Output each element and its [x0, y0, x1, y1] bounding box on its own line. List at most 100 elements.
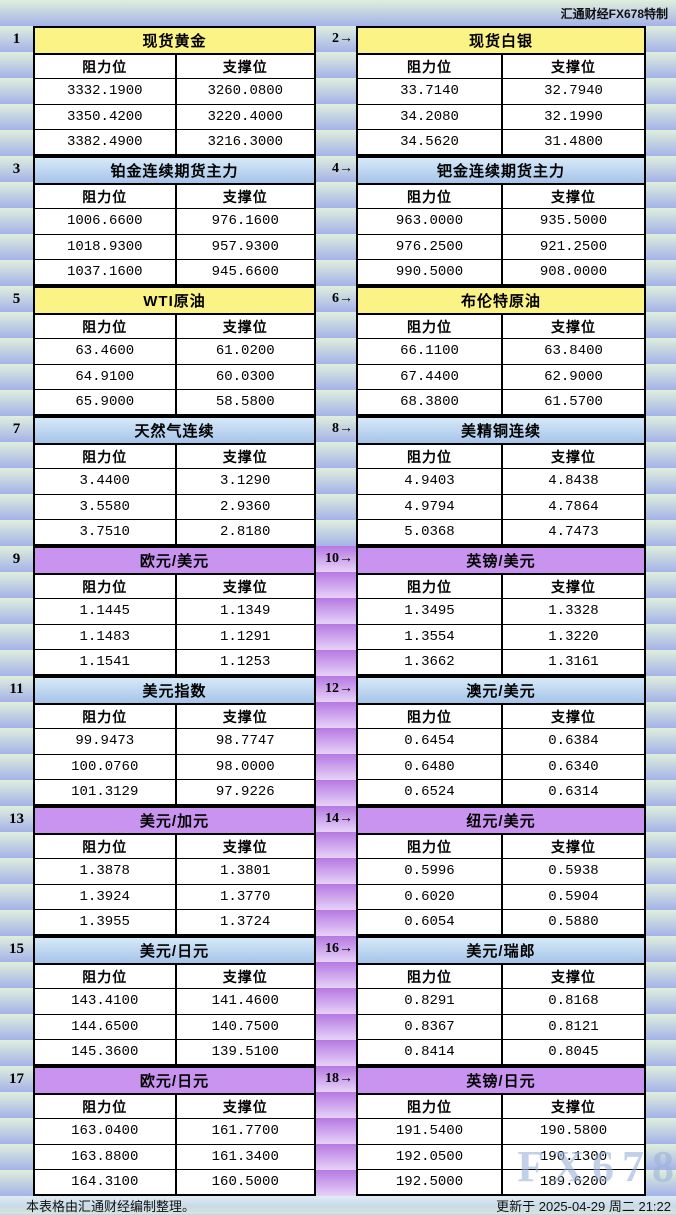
resistance-value: 191.5400 — [358, 1119, 501, 1144]
support-value: 4.7864 — [501, 494, 644, 519]
header-row: 阻力位 支撑位 — [35, 963, 314, 989]
level-row: 34.5620 31.4800 — [358, 128, 644, 154]
level-row: 66.1100 63.8400 — [358, 338, 644, 364]
support-value: 1.3724 — [174, 909, 314, 934]
support-value: 957.9300 — [174, 234, 314, 259]
panel-title: 美元/日元 — [35, 938, 314, 964]
resistance-header: 阻力位 — [358, 445, 501, 469]
support-value: 976.1600 — [174, 209, 314, 234]
panel-number-arrow: 10→ — [325, 551, 353, 566]
instrument-panel: 现货白银 阻力位 支撑位 33.7140 32.7940 34.2080 32.… — [356, 26, 646, 156]
panel-title: 澳元/美元 — [358, 678, 644, 704]
instrument-panel: 美元指数 阻力位 支撑位 99.9473 98.7747 100.0760 98… — [33, 676, 316, 806]
header-row: 阻力位 支撑位 — [35, 1093, 314, 1119]
resistance-value: 192.0500 — [358, 1144, 501, 1169]
resistance-header: 阻力位 — [358, 1095, 501, 1119]
resistance-value: 5.0368 — [358, 519, 501, 544]
level-row: 4.9403 4.8438 — [358, 468, 644, 494]
resistance-header: 阻力位 — [35, 445, 175, 469]
level-row: 3350.4200 3220.4000 — [35, 103, 314, 129]
resistance-value: 4.9794 — [358, 494, 501, 519]
support-value: 1.3220 — [501, 624, 644, 649]
resistance-value: 34.2080 — [358, 104, 501, 129]
top-band: 汇通财经FX678特制 — [0, 0, 676, 26]
level-row: 3.4400 3.1290 — [35, 468, 314, 494]
support-value: 32.7940 — [501, 79, 644, 104]
panel-row: 7 8→ 天然气连续 阻力位 支撑位 3.4400 3.1290 3.5580 2… — [0, 416, 676, 546]
panel-title: 现货黄金 — [35, 28, 314, 54]
resistance-value: 0.6480 — [358, 754, 501, 779]
support-header: 支撑位 — [174, 55, 314, 79]
panel-title: 美元/瑞郎 — [358, 938, 644, 964]
support-value: 1.1291 — [174, 624, 314, 649]
resistance-value: 3350.4200 — [35, 104, 175, 129]
support-value: 3216.3000 — [174, 129, 314, 154]
instrument-panel: 美精铜连续 阻力位 支撑位 4.9403 4.8438 4.9794 4.786… — [356, 416, 646, 546]
support-value: 0.8168 — [501, 989, 644, 1014]
resistance-value: 63.4600 — [35, 339, 175, 364]
resistance-value: 1.3495 — [358, 599, 501, 624]
support-value: 4.8438 — [501, 469, 644, 494]
resistance-value: 1.3924 — [35, 884, 175, 909]
resistance-value: 0.5996 — [358, 859, 501, 884]
support-value: 160.5000 — [174, 1169, 314, 1194]
support-value: 945.6600 — [174, 259, 314, 284]
panel-row: 1 2→ 现货黄金 阻力位 支撑位 3332.1900 3260.0800 335… — [0, 26, 676, 156]
panel-title: 布伦特原油 — [358, 288, 644, 314]
panel-number: 7 — [12, 420, 21, 437]
instrument-panel: 欧元/日元 阻力位 支撑位 163.0400 161.7700 163.8800… — [33, 1066, 316, 1196]
instrument-panel: 英镑/美元 阻力位 支撑位 1.3495 1.3328 1.3554 1.322… — [356, 546, 646, 676]
level-row: 163.8800 161.3400 — [35, 1143, 314, 1169]
header-row: 阻力位 支撑位 — [358, 1093, 644, 1119]
support-value: 3220.4000 — [174, 104, 314, 129]
resistance-value: 99.9473 — [35, 729, 175, 754]
resistance-value: 163.8800 — [35, 1144, 175, 1169]
panel-row: 13 14→ 美元/加元 阻力位 支撑位 1.3878 1.3801 1.3924… — [0, 806, 676, 936]
panel-title: 纽元/美元 — [358, 808, 644, 834]
panel-title: 现货白银 — [358, 28, 644, 54]
panel-title: 铂金连续期货主力 — [35, 158, 314, 184]
panel-row: 3 4→ 铂金连续期货主力 阻力位 支撑位 1006.6600 976.1600 … — [0, 156, 676, 286]
support-value: 63.8400 — [501, 339, 644, 364]
level-row: 33.7140 32.7940 — [358, 78, 644, 104]
header-row: 阻力位 支撑位 — [358, 963, 644, 989]
resistance-header: 阻力位 — [358, 835, 501, 859]
resistance-header: 阻力位 — [358, 185, 501, 209]
support-value: 139.5100 — [174, 1039, 314, 1064]
level-row: 64.9100 60.0300 — [35, 363, 314, 389]
support-header: 支撑位 — [501, 445, 644, 469]
level-row: 3.7510 2.8180 — [35, 518, 314, 544]
level-row: 0.6524 0.6314 — [358, 778, 644, 804]
support-value: 0.5904 — [501, 884, 644, 909]
level-row: 1.3878 1.3801 — [35, 858, 314, 884]
resistance-header: 阻力位 — [358, 705, 501, 729]
instrument-panel: 布伦特原油 阻力位 支撑位 66.1100 63.8400 67.4400 62… — [356, 286, 646, 416]
level-row: 0.6454 0.6384 — [358, 728, 644, 754]
resistance-value: 3.7510 — [35, 519, 175, 544]
support-value: 1.1253 — [174, 649, 314, 674]
instrument-panel: 美元/加元 阻力位 支撑位 1.3878 1.3801 1.3924 1.377… — [33, 806, 316, 936]
resistance-header: 阻力位 — [358, 965, 501, 989]
panel-row: 17 18→ 欧元/日元 阻力位 支撑位 163.0400 161.7700 16… — [0, 1066, 676, 1196]
panel-number: 17 — [9, 1070, 24, 1087]
resistance-value: 163.0400 — [35, 1119, 175, 1144]
gutter-stripe — [316, 676, 356, 806]
gutter-stripe — [316, 806, 356, 936]
level-row: 3332.1900 3260.0800 — [35, 78, 314, 104]
resistance-value: 0.6054 — [358, 909, 501, 934]
resistance-value: 144.6500 — [35, 1014, 175, 1039]
support-header: 支撑位 — [174, 835, 314, 859]
header-row: 阻力位 支撑位 — [358, 313, 644, 339]
resistance-value: 192.5000 — [358, 1169, 501, 1194]
panel-title: 美元指数 — [35, 678, 314, 704]
support-value: 2.9360 — [174, 494, 314, 519]
level-row: 163.0400 161.7700 — [35, 1118, 314, 1144]
resistance-value: 34.5620 — [358, 129, 501, 154]
level-row: 68.3800 61.5700 — [358, 388, 644, 414]
resistance-header: 阻力位 — [35, 835, 175, 859]
resistance-header: 阻力位 — [358, 55, 501, 79]
gutter-stripe — [316, 1066, 356, 1196]
instrument-panel: 现货黄金 阻力位 支撑位 3332.1900 3260.0800 3350.42… — [33, 26, 316, 156]
instrument-panel: 钯金连续期货主力 阻力位 支撑位 963.0000 935.5000 976.2… — [356, 156, 646, 286]
level-row: 1.3554 1.3220 — [358, 623, 644, 649]
